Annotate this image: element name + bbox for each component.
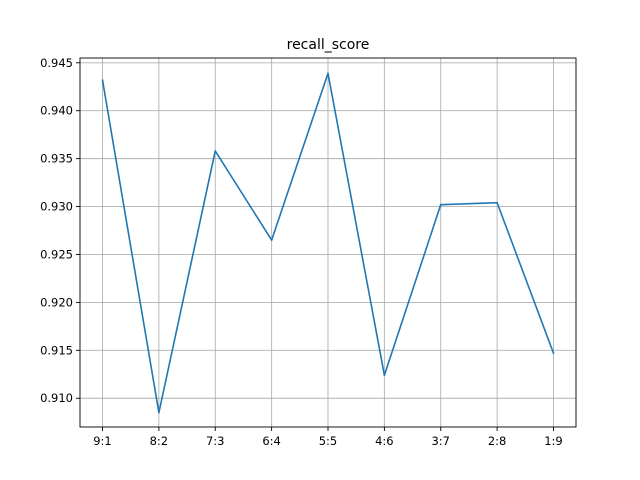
x-tick-label: 7:3 [206, 434, 225, 448]
x-tick-label: 4:6 [375, 434, 394, 448]
y-tick-label: 0.930 [40, 200, 73, 214]
y-axis: 0.910 0.915 0.920 0.925 0.930 0.935 0.940 0.945 [40, 56, 80, 405]
x-tick-label: 3:7 [431, 434, 450, 448]
chart-title: recall_score [287, 37, 370, 53]
data-point [496, 201, 498, 204]
x-tick-label: 9:1 [93, 434, 112, 448]
y-tick-label: 0.920 [40, 295, 73, 309]
y-tick-label: 0.945 [40, 56, 73, 70]
y-tick-label: 0.935 [40, 152, 73, 166]
data-point [383, 374, 386, 377]
data-point [552, 352, 555, 355]
x-tick-label: 2:8 [488, 434, 507, 448]
x-tick-label: 6:4 [262, 434, 281, 448]
data-point [270, 239, 273, 241]
data-point [101, 79, 104, 81]
data-point [214, 150, 217, 152]
x-tick-label: 8:2 [150, 434, 169, 448]
y-tick-label: 0.925 [40, 247, 73, 261]
x-axis: 9:1 8:2 7:3 6:4 5:5 4:6 3:7 2:8 1:9 [93, 427, 563, 448]
grid-lines [80, 58, 576, 427]
data-point [158, 411, 160, 414]
x-tick-label: 5:5 [319, 434, 338, 448]
data-point [327, 72, 329, 75]
y-tick-label: 0.940 [40, 104, 73, 118]
y-tick-label: 0.910 [40, 391, 73, 405]
x-tick-label: 1:9 [544, 434, 563, 448]
y-tick-label: 0.915 [40, 343, 73, 357]
data-series [101, 72, 555, 414]
data-point [439, 203, 442, 206]
